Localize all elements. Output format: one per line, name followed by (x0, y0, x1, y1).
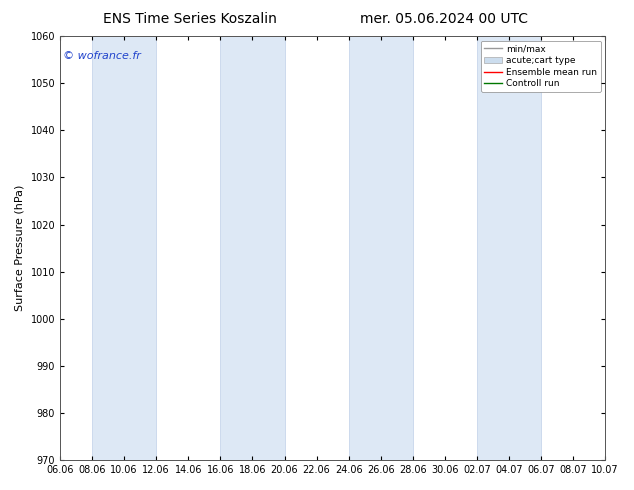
Bar (92, 36, 156, 460)
Legend: min/max, acute;cart type, Ensemble mean run, Controll run: min/max, acute;cart type, Ensemble mean … (481, 41, 600, 92)
Text: ENS Time Series Koszalin: ENS Time Series Koszalin (103, 12, 277, 26)
Text: © wofrance.fr: © wofrance.fr (63, 51, 141, 61)
Bar (477, 36, 541, 460)
Text: mer. 05.06.2024 00 UTC: mer. 05.06.2024 00 UTC (360, 12, 527, 26)
Bar (349, 36, 413, 460)
Bar (221, 36, 285, 460)
Y-axis label: Surface Pressure (hPa): Surface Pressure (hPa) (15, 185, 25, 311)
